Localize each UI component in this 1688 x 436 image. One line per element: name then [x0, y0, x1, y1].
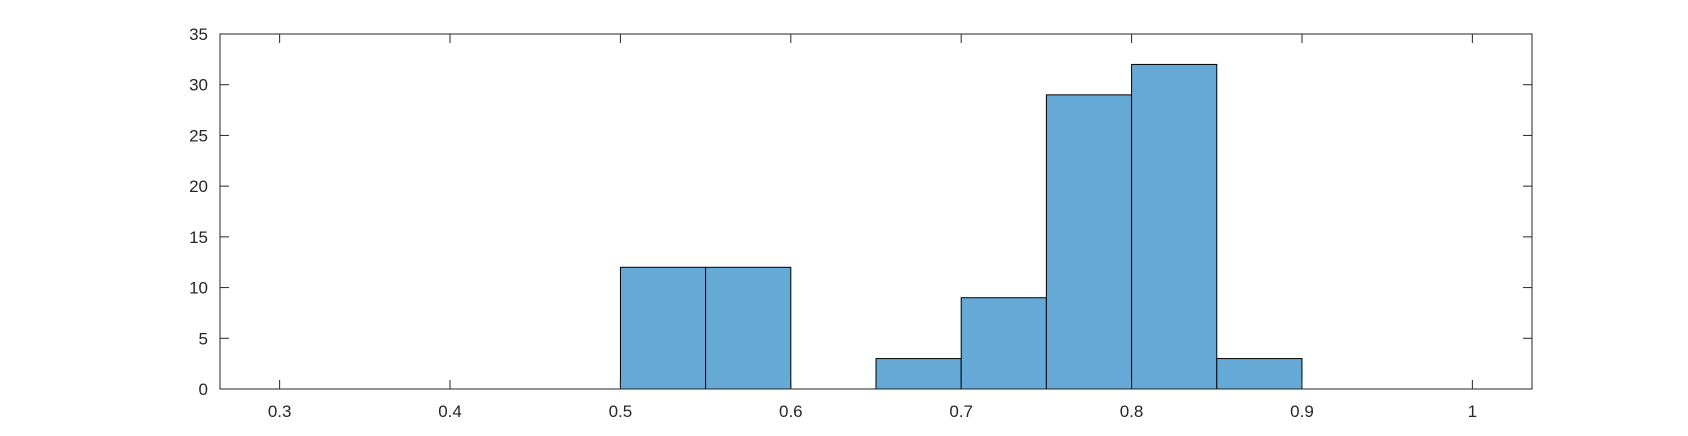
x-axis: 0.3 0.4 0.5 0.6 0.7 0.8 0.9 1: [268, 34, 1477, 421]
histogram-bar: [875, 358, 962, 390]
y-tick-label: 15: [189, 228, 208, 247]
y-tick-label: 20: [189, 177, 208, 196]
x-tick-label: 1: [1468, 402, 1477, 421]
y-tick-label: 5: [199, 329, 208, 348]
histogram-bars: [619, 63, 1303, 390]
x-tick-label: 0.4: [438, 402, 462, 421]
histogram-bar: [1216, 358, 1303, 390]
histogram-bar: [1131, 63, 1218, 390]
x-tick-label: 0.5: [609, 402, 633, 421]
y-tick-label: 30: [189, 76, 208, 95]
x-tick-label: 0.9: [1290, 402, 1314, 421]
y-tick-label: 25: [189, 126, 208, 145]
x-tick-label: 0.6: [779, 402, 803, 421]
histogram-bar: [1045, 94, 1133, 390]
y-axis: 0 5 10 15 20 25 30 35: [189, 25, 1532, 399]
y-tick-label: 0: [199, 380, 208, 399]
plot-area-border: [219, 33, 1533, 390]
histogram-bar: [960, 297, 1047, 390]
x-tick-label: 0.3: [268, 402, 292, 421]
histogram-bar: [619, 266, 707, 390]
x-tick-label: 0.8: [1120, 402, 1144, 421]
histogram-bar: [705, 266, 792, 390]
y-tick-label: 35: [189, 25, 208, 44]
y-tick-label: 10: [189, 279, 208, 298]
x-tick-label: 0.7: [949, 402, 973, 421]
